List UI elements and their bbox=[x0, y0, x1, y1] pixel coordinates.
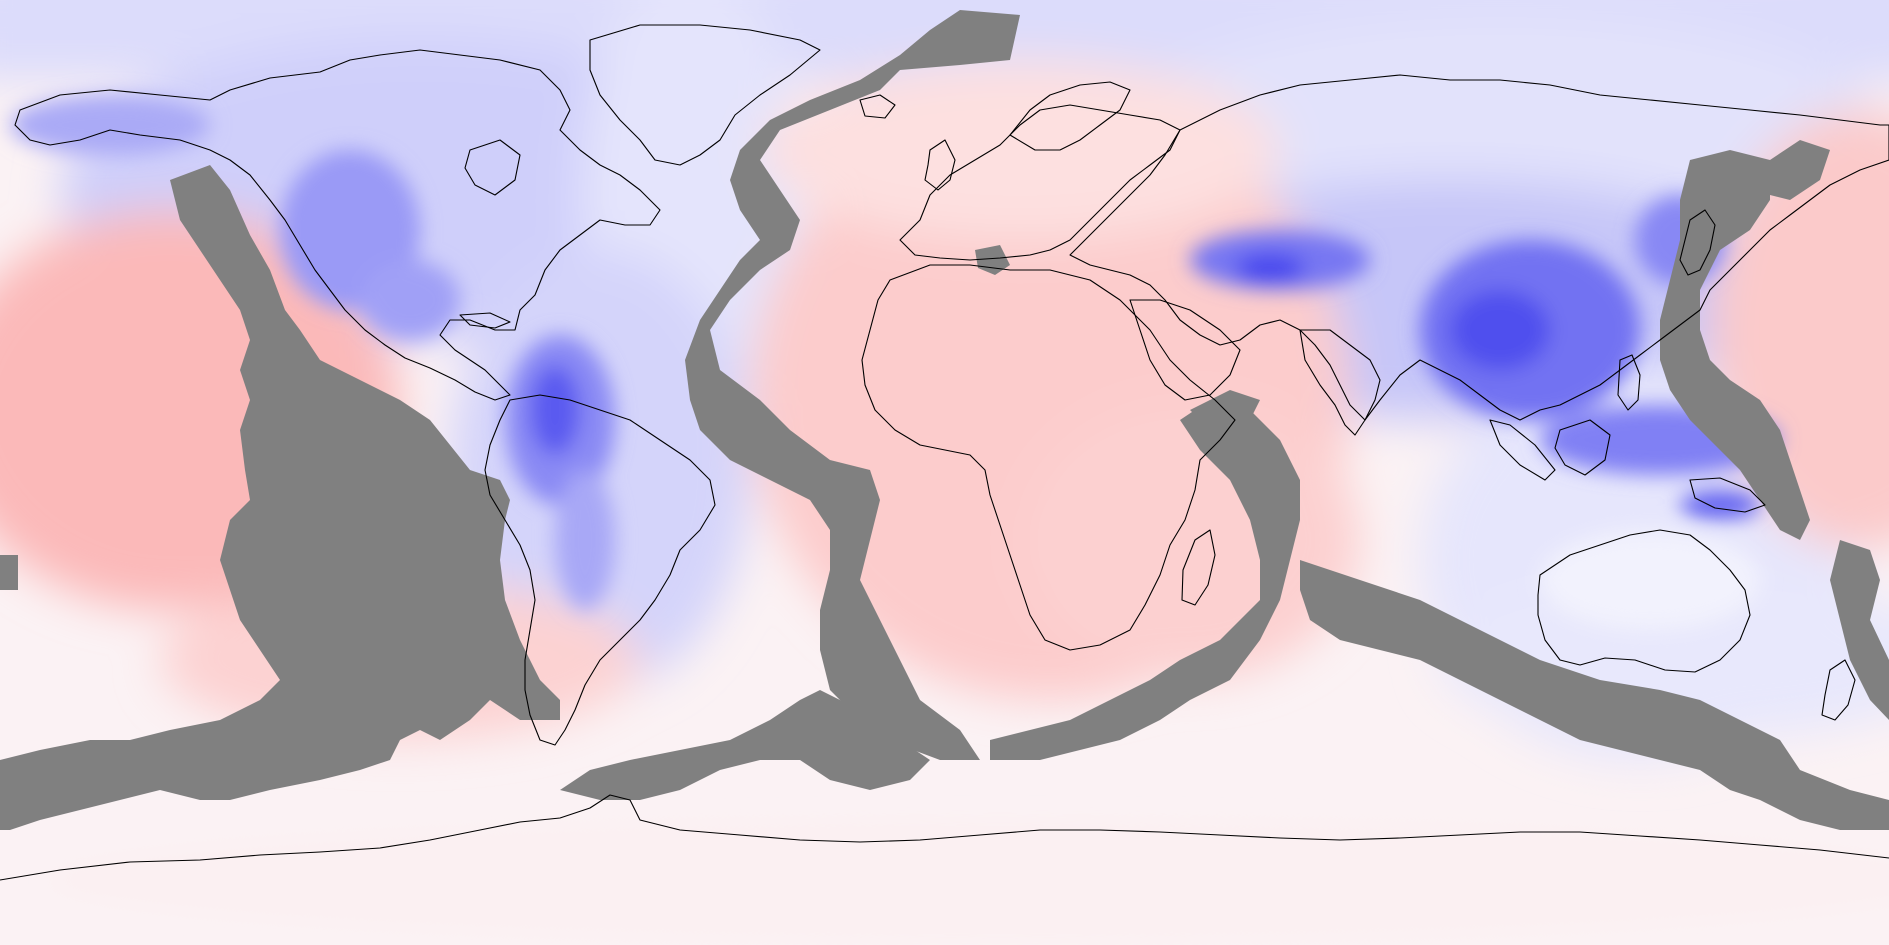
coast-cuba bbox=[459, 312, 511, 329]
coast-antarctica bbox=[0, 794, 1889, 881]
mask-mediterranean bbox=[975, 245, 1010, 275]
coast-australia bbox=[1537, 529, 1751, 673]
field-new-guinea-strong bbox=[1680, 491, 1760, 519]
mask-west-pacific bbox=[1660, 150, 1810, 540]
field-himalaya-strong bbox=[1235, 254, 1305, 282]
mask-pacific-dateline bbox=[0, 555, 18, 590]
field-se-asia-strong bbox=[1450, 290, 1550, 370]
field-central-america-core bbox=[360, 260, 460, 340]
coast-africa bbox=[861, 264, 1236, 651]
field-indian-ocean-positive bbox=[1020, 400, 1360, 680]
coast-new-zealand bbox=[1821, 659, 1856, 721]
coast-asia bbox=[1069, 74, 1889, 421]
coast-iceland bbox=[859, 94, 896, 119]
mask-southeast-indian bbox=[1300, 560, 1889, 830]
coast-new-guinea bbox=[1689, 477, 1766, 513]
mask-east-pacific bbox=[0, 165, 560, 830]
coast-japan bbox=[1679, 209, 1716, 276]
coast-south-america bbox=[484, 394, 716, 746]
field-patagonia-core bbox=[555, 470, 615, 610]
coast-hudson-bay bbox=[464, 139, 521, 196]
mask-kuril bbox=[1770, 140, 1830, 200]
mask-mid-atlantic bbox=[685, 10, 1020, 760]
coast-europe bbox=[899, 104, 1181, 261]
mask-indian-ocean-west bbox=[990, 400, 1300, 760]
mask-tonga bbox=[1830, 540, 1889, 720]
coast-india bbox=[1299, 329, 1381, 436]
plate-boundary-mask bbox=[0, 10, 1889, 830]
coast-britain bbox=[924, 139, 956, 191]
coast-madagascar bbox=[1181, 529, 1216, 606]
coast-north-america bbox=[14, 49, 661, 401]
coast-arabia bbox=[1129, 299, 1241, 401]
mask-south-atlantic-arc bbox=[560, 690, 930, 800]
field-alaska-core bbox=[10, 95, 210, 155]
field-europe-positive bbox=[760, 60, 1280, 240]
coast-greenland bbox=[589, 24, 821, 166]
coast-borneo bbox=[1554, 419, 1611, 476]
coast-scandinavia bbox=[1009, 81, 1131, 151]
field-antarctica-neutral bbox=[50, 820, 1889, 940]
field-australia-weak bbox=[1540, 530, 1760, 630]
field-andes-strong bbox=[530, 365, 580, 455]
coast-sumatra bbox=[1489, 419, 1556, 481]
coast-philippines bbox=[1617, 354, 1641, 411]
coastlines bbox=[0, 24, 1889, 881]
